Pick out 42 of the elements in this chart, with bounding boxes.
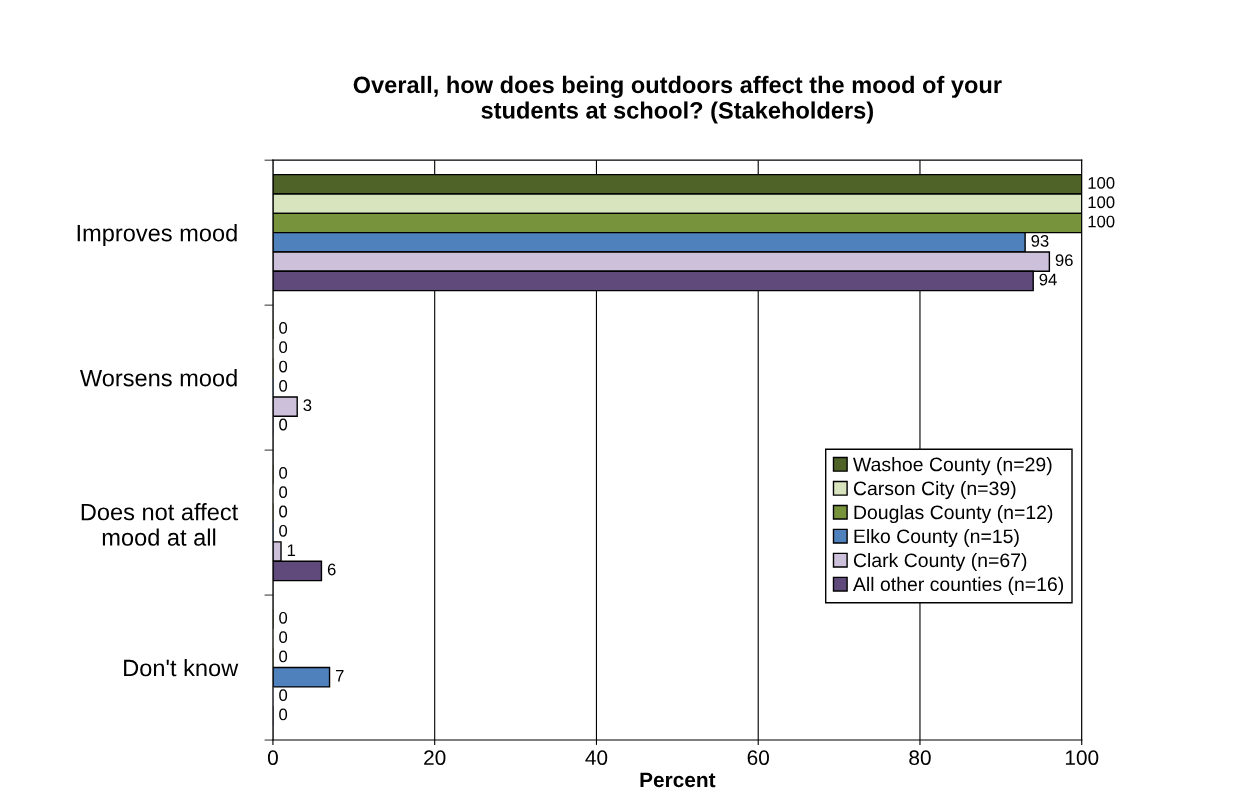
x-axis-title: Percent	[640, 772, 716, 788]
data-label: 0	[279, 360, 288, 373]
y-tick-label: Don't know	[124, 659, 239, 677]
data-label: 93	[1031, 234, 1049, 247]
y-tick-label: Does not affect mood at all	[81, 503, 239, 546]
data-label: 6	[327, 563, 336, 576]
data-label: 0	[279, 631, 288, 644]
data-label: 0	[279, 708, 288, 721]
x-tick-label: 80	[909, 750, 931, 766]
data-label: 1	[287, 544, 296, 556]
x-tick-label: 20	[424, 750, 446, 766]
data-label: 0	[279, 466, 288, 479]
data-label: 100	[1088, 177, 1115, 189]
chart-title: Overall, how does being outdoors affect the mood of your students at school? (Stakeholders)	[353, 75, 1002, 124]
data-label: 96	[1055, 254, 1073, 267]
data-label: 0	[279, 611, 288, 624]
data-label: 0	[279, 524, 288, 537]
data-label: 0	[279, 341, 288, 354]
data-label: 0	[279, 650, 288, 663]
x-tick-label: 100	[1065, 750, 1099, 766]
legend-label: Clark County (n=67)	[853, 552, 1027, 572]
data-label: 100	[1088, 196, 1115, 209]
data-label: 7	[335, 670, 344, 682]
data-label: 94	[1039, 273, 1057, 286]
data-label: 100	[1088, 215, 1115, 228]
x-tick-label: 0	[267, 750, 278, 766]
data-label: 0	[279, 321, 288, 334]
legend-label: All other counties (n=16)	[852, 576, 1064, 595]
data-label: 0	[279, 379, 288, 392]
data-label: 3	[303, 399, 312, 412]
data-label: 0	[279, 418, 288, 431]
legend-label: Elko County (n=15)	[854, 528, 1019, 548]
data-label: 0	[279, 505, 288, 518]
y-tick-label: Improves mood	[77, 224, 237, 247]
legend-label: Carson City (n=39)	[853, 481, 1016, 500]
legend-label: Washoe County (n=29)	[853, 457, 1052, 476]
y-tick-label: Worsens mood	[79, 369, 237, 387]
data-label: 0	[279, 486, 288, 499]
x-tick-label: 40	[585, 750, 608, 766]
legend-label: Douglas County (n=12)	[854, 504, 1053, 524]
data-label: 0	[279, 689, 288, 702]
x-tick-label: 60	[747, 750, 769, 766]
